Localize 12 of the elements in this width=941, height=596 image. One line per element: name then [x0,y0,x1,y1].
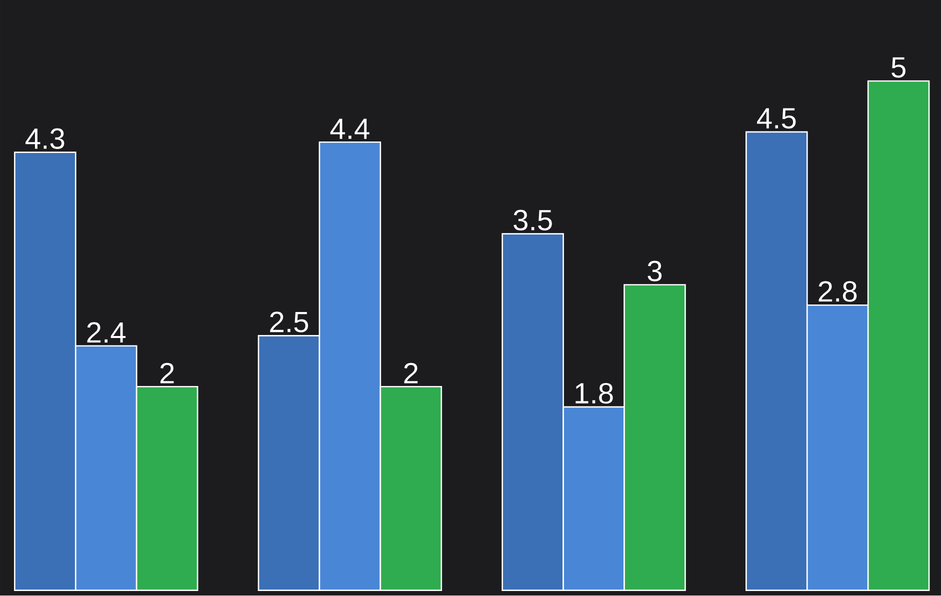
data-label: 2 [404,363,418,384]
data-label: 2.4 [87,322,126,343]
data-label: 2 [160,363,174,384]
data-label: 2.5 [270,312,308,333]
data-label: 1.8 [576,383,613,404]
data-label: 3.5 [514,210,552,231]
data-label: 5 [892,57,906,78]
data-label: 4.5 [757,108,796,129]
data-label: 3 [648,260,662,282]
data-label: 4.4 [330,118,370,139]
data-label: 4.3 [26,128,64,150]
data-label: 2.8 [818,281,857,302]
